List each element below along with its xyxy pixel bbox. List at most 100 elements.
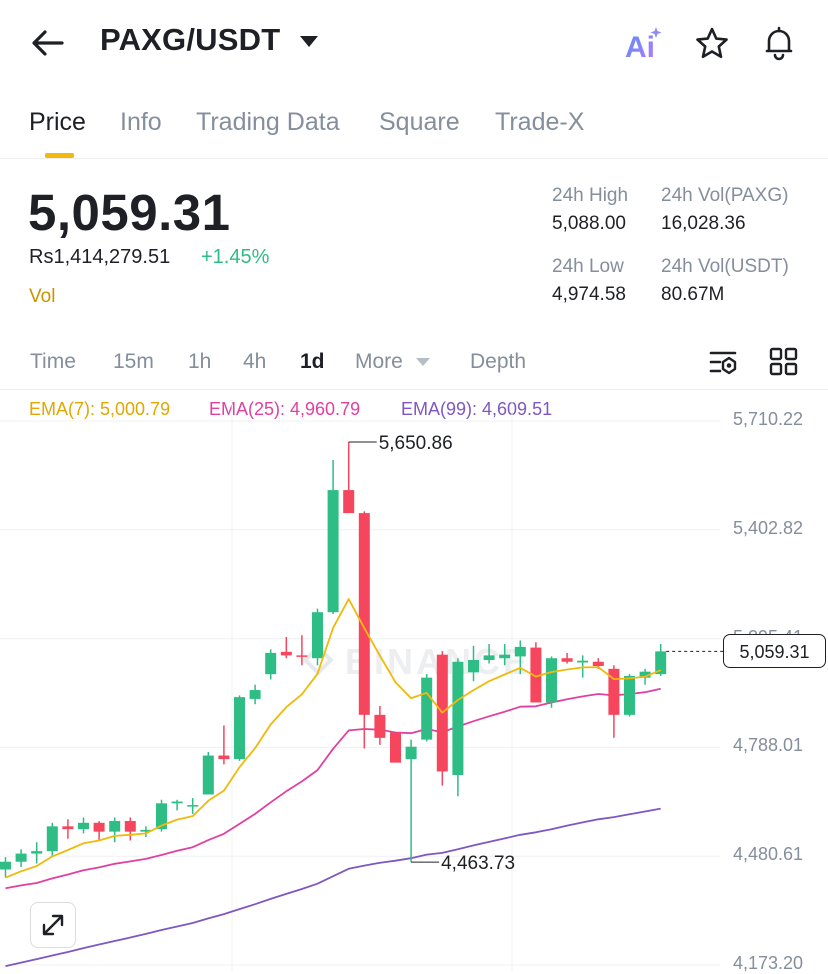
candle-body (592, 661, 604, 666)
last-price: 5,059.31 (28, 184, 231, 241)
pair-title[interactable]: PAXG/USDT (100, 22, 281, 57)
candle-up (483, 644, 495, 664)
candle-body (390, 732, 401, 763)
candle-down (124, 817, 136, 841)
candle-body (187, 805, 199, 807)
candle-body (218, 755, 230, 760)
candle-body (109, 821, 121, 832)
tf-1h[interactable]: 1h (188, 350, 212, 373)
alert-button[interactable] (760, 24, 798, 62)
vol-quote-value: 80.67M (661, 284, 725, 305)
candle-up (421, 674, 433, 742)
high-value: 5,088.00 (552, 213, 626, 234)
tf-time[interactable]: Time (30, 350, 76, 373)
candle-body (31, 851, 43, 854)
vol-toggle[interactable]: Vol (29, 286, 56, 307)
candle-up (0, 857, 11, 878)
bell-icon (765, 26, 793, 61)
ema7-line (5, 598, 662, 879)
candle-body (374, 714, 386, 738)
candle-up (171, 799, 183, 811)
low-value: 4,974.58 (552, 284, 626, 305)
candle-body (93, 822, 105, 832)
candle-body (405, 746, 417, 760)
candle-body (78, 822, 89, 830)
candle-down (436, 651, 448, 786)
vol-base-value: 16,028.36 (661, 213, 746, 234)
candle-down (530, 642, 542, 703)
tab-square[interactable]: Square (379, 108, 460, 136)
candle-up (46, 822, 58, 857)
chevron-down-icon (416, 358, 430, 366)
binance-watermark: BINANCE (302, 641, 527, 682)
candle-body (0, 861, 11, 870)
chevron-down-icon[interactable] (300, 36, 318, 47)
active-tab-indicator (45, 153, 74, 158)
candle-body (249, 690, 261, 699)
candle-body (171, 801, 183, 804)
low-marker-label: 4,463.73 (441, 853, 515, 874)
divider (0, 158, 828, 159)
ema25-line (5, 687, 661, 890)
y-tick-label: 5,710.22 (733, 409, 804, 429)
candle-body (608, 668, 620, 715)
candle-up (109, 817, 121, 843)
fiat-price: Rs1,414,279.51 (29, 246, 171, 268)
candle-body (280, 651, 292, 656)
candle-down (62, 819, 74, 839)
candle-body (296, 655, 308, 657)
candle-body (577, 660, 589, 663)
candle-body (468, 659, 479, 673)
tf-15m[interactable]: 15m (113, 350, 154, 373)
candle-up (468, 645, 479, 682)
candle-body (62, 826, 74, 830)
candle-down (218, 725, 230, 765)
tf-4h[interactable]: 4h (243, 350, 267, 373)
candle-up (78, 817, 89, 834)
candle-up (202, 752, 214, 795)
ema25-label: EMA(25): 4,960.79 (209, 399, 361, 419)
ai-button[interactable]: Ai (624, 26, 664, 62)
low-label: 24h Low (552, 256, 624, 277)
expand-icon (42, 914, 64, 936)
candle-down (93, 821, 105, 841)
candle-body (265, 652, 277, 675)
ema99-line (5, 807, 661, 967)
tf-1d[interactable]: 1d (300, 350, 325, 373)
candle-body (156, 803, 167, 830)
candle-up (15, 849, 27, 868)
ai-icon: Ai (625, 27, 662, 62)
ema99-label: EMA(99): 4,609.51 (401, 399, 553, 419)
tf-more[interactable]: More (355, 350, 403, 373)
candle-down (296, 635, 308, 666)
candle-body (202, 755, 214, 795)
chart-settings-button[interactable] (708, 346, 740, 378)
candle-body (530, 647, 542, 703)
candle-body (421, 677, 433, 740)
candle-body (358, 513, 370, 715)
fullscreen-button[interactable] (30, 902, 76, 948)
candle-body (124, 821, 136, 832)
candle-body (561, 658, 573, 662)
candle-body (327, 490, 339, 613)
high-marker-label: 5,650.86 (379, 433, 453, 454)
tab-price[interactable]: Price (29, 108, 86, 136)
back-button[interactable] (28, 26, 68, 60)
candle-down (390, 732, 401, 763)
candle-up (140, 826, 152, 837)
tab-info[interactable]: Info (120, 108, 162, 136)
tab-trade-x[interactable]: Trade-X (495, 108, 585, 136)
favorite-button[interactable] (694, 26, 730, 62)
candle-body (655, 651, 667, 675)
vol-quote-label: 24h Vol(USDT) (661, 256, 789, 277)
layout-button[interactable] (768, 346, 800, 378)
current-price-tag: 5,059.31 (723, 634, 826, 669)
candle-body (312, 612, 323, 659)
tf-depth[interactable]: Depth (470, 350, 527, 373)
ema7-label: EMA(7): 5,000.79 (29, 399, 171, 419)
candle-body (483, 655, 495, 660)
y-tick-label: 4,480.61 (733, 844, 804, 865)
tab-trading-data[interactable]: Trading Data (196, 108, 340, 136)
candle-body (140, 829, 152, 832)
